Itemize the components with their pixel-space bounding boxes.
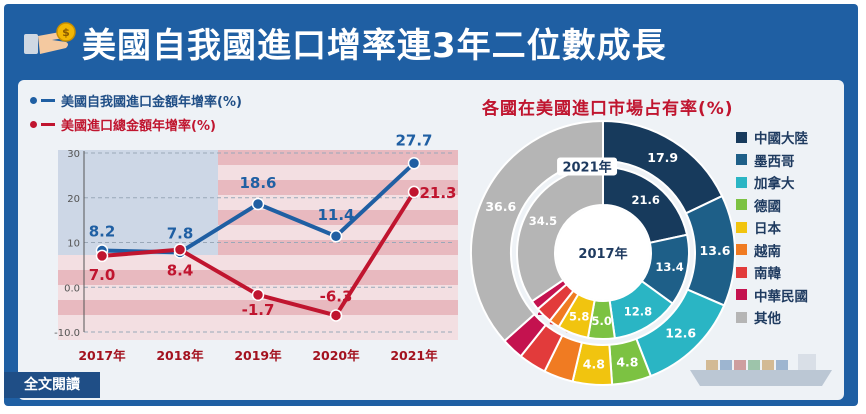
legend-item: 加拿大 <box>736 171 808 194</box>
legend-label: 中華民國 <box>754 288 808 305</box>
line-legend: 美國自我國進口金額年增率(%) 美國進口總金額年增率(%) <box>30 88 242 136</box>
data-label: -1.7 <box>242 301 275 319</box>
legend-label: 南韓 <box>754 266 781 283</box>
x-tick-label: 2020年 <box>312 348 360 363</box>
data-label: 21.3 <box>419 184 456 202</box>
slice-label: 4.8 <box>616 354 638 369</box>
data-label: 11.4 <box>317 206 354 224</box>
x-tick-label: 2017年 <box>78 348 126 363</box>
slice-label: 17.9 <box>647 150 678 165</box>
donut-slice <box>470 120 604 343</box>
legend-swatch <box>736 289 747 301</box>
pie-legend: 中國大陸墨西哥加拿大德國日本越南南韓中華民國其他 <box>736 126 808 329</box>
legend-line <box>41 98 55 102</box>
legend-swatch <box>736 131 747 143</box>
slice-label: 5.8 <box>569 310 589 324</box>
y-tick-label: -10.0 <box>54 328 80 339</box>
legend-label: 美國自我國進口金額年增率(%) <box>61 94 242 110</box>
legend-swatch <box>736 154 747 166</box>
data-point <box>251 197 265 211</box>
legend-item: 中華民國 <box>736 284 808 307</box>
content-panel: 美國自我國進口金額年增率(%) 美國進口總金額年增率(%) 30 20 10 0.0 -… <box>18 80 844 400</box>
legend-line <box>41 122 55 126</box>
data-label: 7.0 <box>89 266 116 284</box>
infographic-frame: $ 美國自我國進口增率連3年二位數成長 美國自我國進口金額年增率(%) 美國進 <box>4 4 858 406</box>
legend-marker <box>30 120 37 128</box>
svg-text:$: $ <box>62 26 70 39</box>
header: $ 美國自我國進口增率連3年二位數成長 <box>4 4 858 76</box>
cargo-ship-icon <box>690 354 832 386</box>
legend-label: 越南 <box>754 243 781 260</box>
legend-item: 墨西哥 <box>736 149 808 172</box>
legend-item: 南韓 <box>736 261 808 284</box>
x-tick-label: 2018年 <box>156 348 204 363</box>
legend-marker <box>30 96 37 104</box>
legend-swatch <box>736 266 747 278</box>
y-tick-label: 30 <box>67 149 80 160</box>
legend-label: 墨西哥 <box>754 153 795 170</box>
slice-label: 12.8 <box>624 304 652 318</box>
legend-label: 日本 <box>754 221 781 238</box>
data-point <box>251 288 265 302</box>
data-point <box>407 157 421 170</box>
legend-item: 中國大陸 <box>736 126 808 149</box>
data-label: 18.6 <box>239 174 276 192</box>
data-point <box>329 309 343 322</box>
donut-center <box>556 206 650 300</box>
slice-label: 36.6 <box>485 199 516 214</box>
data-point <box>407 185 421 199</box>
flag-background <box>58 150 458 340</box>
data-point <box>329 229 343 243</box>
data-point <box>95 249 109 263</box>
slice-label: 13.4 <box>655 260 683 274</box>
data-label: 27.7 <box>395 131 432 149</box>
legend-swatch <box>736 199 747 211</box>
legend-swatch <box>736 244 747 256</box>
slice-label: 4.8 <box>583 357 605 372</box>
legend-swatch <box>736 176 747 188</box>
x-tick-label: 2019年 <box>234 348 282 363</box>
legend-item-total-imports: 美國進口總金額年增率(%) <box>30 112 242 136</box>
legend-label: 美國進口總金額年增率(%) <box>61 118 216 134</box>
hand-coin-icon: $ <box>24 22 76 54</box>
outer-ring-label-bg <box>557 157 618 176</box>
page-title: 美國自我國進口增率連3年二位數成長 <box>82 26 667 66</box>
data-label: 8.4 <box>167 262 194 280</box>
legend-label: 中國大陸 <box>754 131 808 148</box>
data-label: -6.3 <box>320 287 353 305</box>
line-chart: 30 20 10 0.0 -10.0 2017年 2018年 2019年 2020年 2021年 8… <box>54 131 456 363</box>
legend-item: 其他 <box>736 306 808 329</box>
pie-title: 各國在美國進口市場占有率(%) <box>482 99 734 119</box>
slice-label: 5.0 <box>592 314 612 328</box>
legend-label: 加拿大 <box>754 176 795 193</box>
legend-swatch <box>736 221 747 233</box>
legend-swatch <box>736 311 747 323</box>
slice-label: 34.5 <box>529 214 557 228</box>
slice-label: 12.6 <box>665 326 696 341</box>
donut-chart: 17.913.612.64.84.83.63.42.736.621.613.41… <box>470 120 736 386</box>
legend-item-taiwan-imports: 美國自我國進口金額年增率(%) <box>30 88 242 112</box>
inner-ring-label: 2017年 <box>578 246 627 262</box>
legend-label: 德國 <box>754 198 781 215</box>
slice-label: 21.6 <box>631 193 659 207</box>
x-tick-label: 2021年 <box>390 348 438 363</box>
data-point <box>173 243 187 256</box>
legend-item: 日本 <box>736 216 808 239</box>
slice-label: 13.6 <box>700 243 731 258</box>
data-label: 8.2 <box>89 223 116 241</box>
data-label: 7.8 <box>167 224 194 242</box>
y-tick-label: 20 <box>67 194 80 205</box>
y-tick-label: 10 <box>67 239 80 250</box>
full-read-button[interactable]: 全文閱讀 <box>4 372 100 398</box>
legend-item: 德國 <box>736 194 808 217</box>
legend-item: 越南 <box>736 239 808 262</box>
outer-ring-label: 2021年 <box>562 159 611 175</box>
y-tick-label: 0.0 <box>64 283 80 294</box>
legend-label: 其他 <box>754 311 781 328</box>
